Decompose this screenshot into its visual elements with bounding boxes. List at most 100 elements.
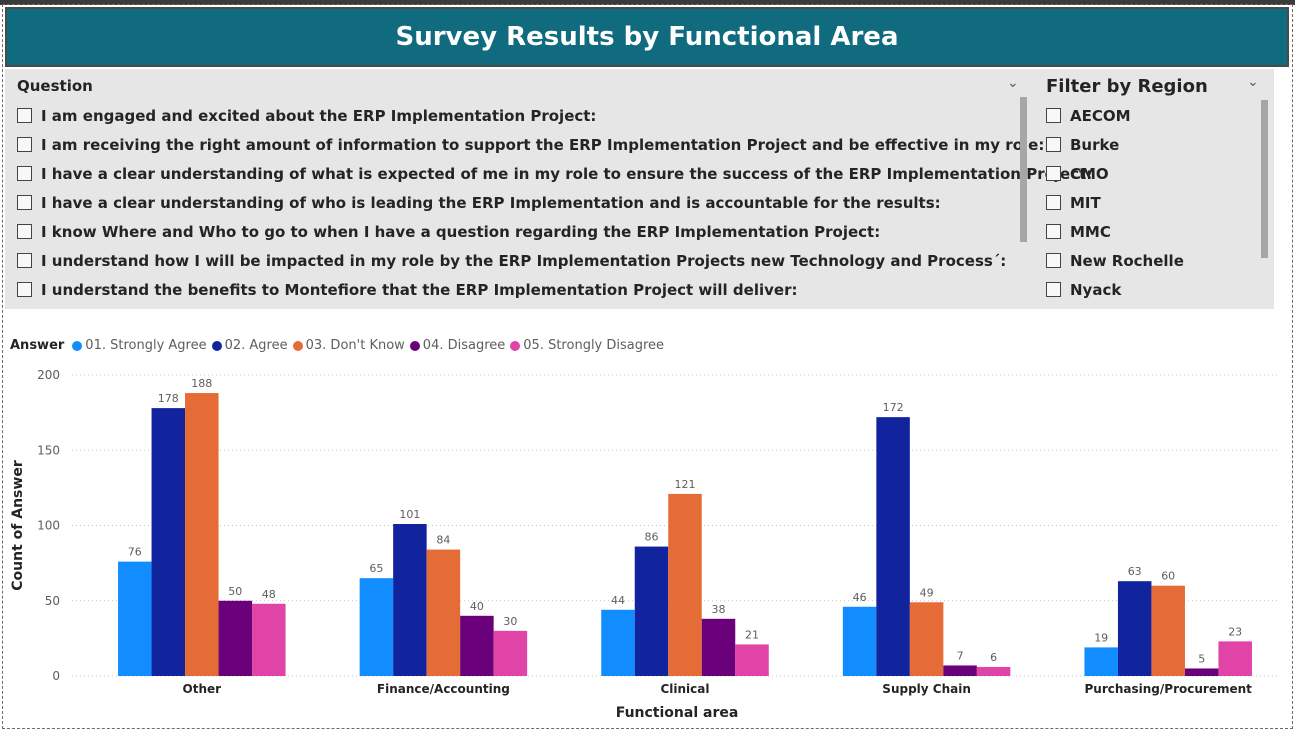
legend-label: 02. Agree [224, 338, 288, 353]
bar [426, 549, 461, 676]
checkbox-icon[interactable] [17, 224, 32, 239]
data-label: 84 [436, 534, 450, 547]
question-slicer-list: I am engaged and excited about the ERP I… [17, 101, 1092, 304]
legend-label: 03. Don't Know [305, 338, 405, 353]
data-label: 188 [191, 377, 212, 390]
checkbox-icon[interactable] [17, 137, 32, 152]
question-scrollbar[interactable] [1020, 97, 1027, 242]
checkbox-icon[interactable] [1046, 224, 1061, 239]
region-option[interactable]: Burke [1046, 130, 1246, 159]
data-label: 101 [399, 508, 420, 521]
data-label: 76 [128, 546, 142, 559]
bar [1184, 668, 1219, 676]
data-label: 65 [369, 562, 383, 575]
legend-item[interactable]: 02. Agree [211, 338, 288, 353]
legend-item[interactable]: 03. Don't Know [292, 338, 405, 353]
legend-marker [211, 340, 222, 351]
region-option-label: CMO [1070, 164, 1109, 183]
question-option-label: I have a clear understanding of who is l… [41, 193, 941, 212]
region-scrollbar[interactable] [1261, 100, 1268, 258]
data-label: 49 [920, 586, 934, 599]
data-label: 30 [503, 615, 517, 628]
question-option[interactable]: I am engaged and excited about the ERP I… [17, 101, 1017, 130]
bar [393, 523, 427, 676]
question-option[interactable]: I understand the benefits to Montefiore … [17, 275, 1017, 304]
checkbox-icon[interactable] [1046, 137, 1061, 152]
checkbox-icon[interactable] [17, 108, 32, 123]
bar [252, 603, 286, 676]
data-label: 121 [675, 478, 696, 491]
y-tick-label: 50 [45, 594, 60, 608]
legend-item[interactable]: 05. Strongly Disagree [510, 338, 664, 353]
region-option-label: AECOM [1070, 106, 1131, 125]
region-option[interactable]: MIT [1046, 188, 1246, 217]
y-tick-label: 0 [52, 669, 60, 683]
checkbox-icon[interactable] [1046, 253, 1061, 268]
question-option[interactable]: I have a clear understanding of who is l… [17, 188, 1017, 217]
x-tick-label: Other [183, 682, 222, 696]
data-label: 172 [883, 401, 904, 414]
region-option[interactable]: CMO [1046, 159, 1246, 188]
chevron-down-icon[interactable]: ⌄ [1247, 73, 1259, 89]
bar [842, 606, 877, 676]
title-banner: Survey Results by Functional Area [5, 7, 1289, 67]
data-label: 86 [645, 531, 659, 544]
bar [218, 600, 253, 676]
legend-marker [292, 340, 303, 351]
region-option[interactable]: New Rochelle [1046, 246, 1246, 275]
question-option[interactable]: I know Where and Who to go to when I hav… [17, 217, 1017, 246]
question-option[interactable]: I understand how I will be impacted in m… [17, 246, 1017, 275]
bar [876, 417, 910, 676]
checkbox-icon[interactable] [1046, 282, 1061, 297]
legend-item[interactable]: 04. Disagree [409, 338, 506, 353]
legend-item[interactable]: 01. Strongly Agree [72, 338, 207, 353]
legend-marker [510, 340, 521, 351]
bar [976, 666, 1011, 676]
data-label: 40 [470, 600, 484, 613]
legend-label: 01. Strongly Agree [85, 338, 207, 353]
bar [735, 644, 769, 676]
legend-marker [409, 340, 420, 351]
region-option-label: MMC [1070, 222, 1111, 241]
checkbox-icon[interactable] [17, 282, 32, 297]
question-option-label: I understand how I will be impacted in m… [41, 251, 1007, 270]
bar [151, 408, 186, 676]
legend-marker [72, 340, 83, 351]
bar [701, 618, 736, 676]
legend-label: 04. Disagree [422, 338, 506, 353]
question-option-label: I know Where and Who to go to when I hav… [41, 222, 881, 241]
bar [601, 609, 635, 676]
checkbox-icon[interactable] [1046, 166, 1061, 181]
region-option[interactable]: Nyack [1046, 275, 1246, 304]
question-option[interactable]: I have a clear understanding of what is … [17, 159, 1092, 188]
slicer-panel: Question ⌄ I am engaged and excited abou… [5, 69, 1274, 309]
checkbox-icon[interactable] [17, 195, 32, 210]
checkbox-icon[interactable] [1046, 108, 1061, 123]
question-option-label: I have a clear understanding of what is … [41, 164, 1093, 183]
checkbox-icon[interactable] [17, 166, 32, 181]
data-label: 5 [1198, 652, 1205, 665]
chevron-down-icon[interactable]: ⌄ [1007, 74, 1019, 90]
y-tick-label: 150 [37, 443, 60, 457]
question-option[interactable]: I am receiving the right amount of infor… [17, 130, 1044, 159]
chart-legend: Answer 01. Strongly Agree 02. Agree 03. … [10, 338, 669, 353]
region-option-label: Nyack [1070, 280, 1122, 299]
window-top-strip [0, 0, 1295, 5]
data-label: 23 [1228, 625, 1242, 638]
data-label: 38 [712, 603, 726, 616]
bar [1151, 585, 1185, 676]
checkbox-icon[interactable] [1046, 195, 1061, 210]
data-label: 19 [1094, 631, 1108, 644]
region-option[interactable]: MMC [1046, 217, 1246, 246]
data-label: 63 [1128, 565, 1142, 578]
checkbox-icon[interactable] [17, 253, 32, 268]
region-option-label: Burke [1070, 135, 1120, 154]
legend-label: 05. Strongly Disagree [523, 338, 665, 353]
data-label: 60 [1161, 570, 1175, 583]
bar [668, 493, 702, 676]
region-option[interactable]: AECOM [1046, 101, 1246, 130]
data-label: 6 [990, 651, 997, 664]
x-tick-label: Clinical [660, 682, 709, 696]
report-frame [2, 4, 1293, 729]
